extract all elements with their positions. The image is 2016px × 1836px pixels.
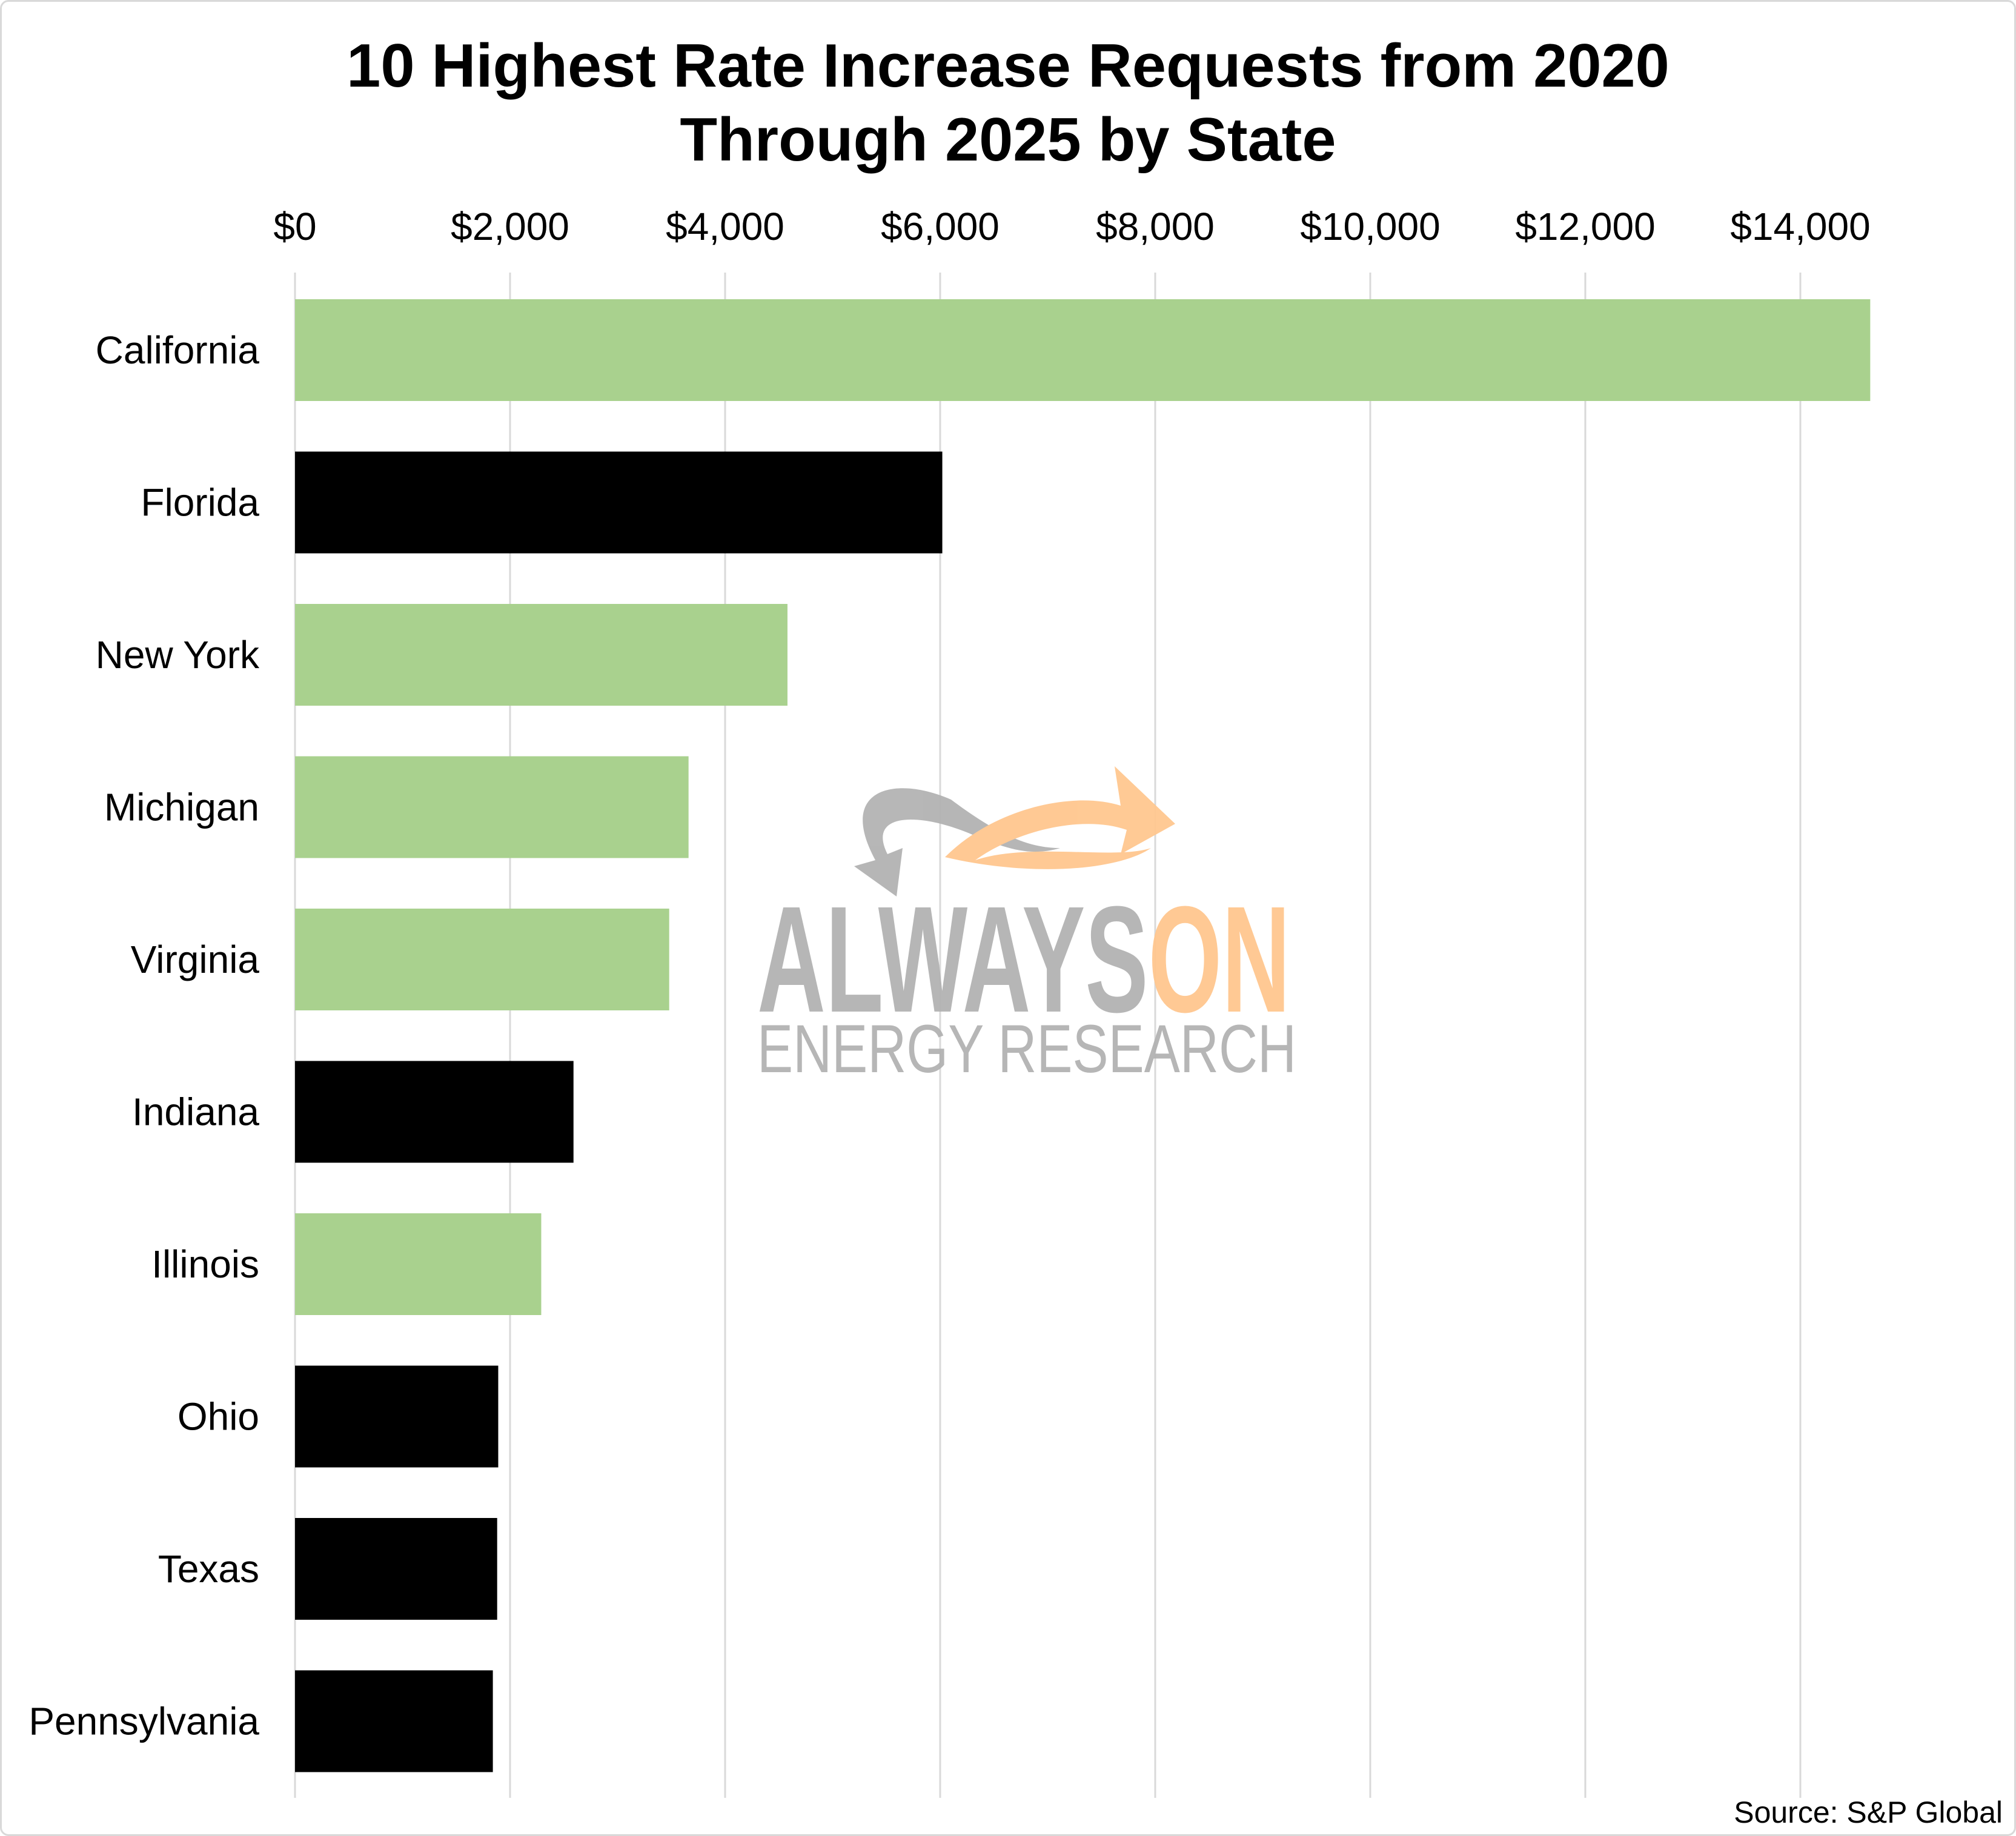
x-tick-label: $4,000: [666, 205, 784, 248]
category-label: Illinois: [151, 1242, 259, 1286]
bar-florida: [295, 451, 943, 554]
bar-michigan: [295, 756, 689, 858]
x-tick-label: $10,000: [1300, 205, 1440, 248]
watermark-main-text: ALWAYSON: [757, 875, 1290, 1044]
watermark-sub-text: ENERGY RESEARCH: [757, 1011, 1296, 1084]
x-tick-label: $2,000: [451, 205, 569, 248]
bar-california: [295, 299, 1871, 401]
category-label: Indiana: [132, 1090, 259, 1134]
category-labels: California Florida New York Michigan Virgini…: [28, 328, 260, 1743]
watermark-gray-arrow: [854, 788, 1060, 896]
category-label: Michigan: [104, 786, 259, 829]
bar-new-york: [295, 604, 788, 706]
category-label: Pennsylvania: [28, 1700, 259, 1743]
x-tick-label: $6,000: [881, 205, 1000, 248]
category-label: Florida: [141, 481, 259, 525]
chart-title-line1: 10 Highest Rate Increase Requests from 2…: [346, 32, 1669, 100]
bar-ohio: [295, 1365, 499, 1468]
bar-texas: [295, 1518, 497, 1620]
bar-pennsylvania: [295, 1670, 493, 1772]
chart-title-line2: Through 2025 by State: [680, 106, 1336, 174]
bar-virginia: [295, 909, 669, 1010]
bars: [295, 299, 1871, 1772]
category-label: New York: [96, 633, 260, 677]
alwayson-watermark-logo: ALWAYSON ENERGY RESEARCH: [757, 766, 1296, 1084]
x-tick-label: $8,000: [1096, 205, 1215, 248]
x-tick-label: $14,000: [1730, 205, 1870, 248]
bar-indiana: [295, 1061, 574, 1163]
category-label: California: [96, 328, 260, 372]
x-tick-label: $12,000: [1515, 205, 1655, 248]
x-tick-label: $0: [273, 205, 316, 248]
chart-title: 10 Highest Rate Increase Requests from 2…: [0, 29, 2016, 177]
x-axis-ticks: $0 $2,000 $4,000 $6,000 $8,000 $10,000 $12,000…: [273, 205, 1870, 248]
category-label: Texas: [158, 1547, 259, 1591]
watermark-orange-arrow: [945, 766, 1175, 869]
source-note: Source: S&P Global: [1734, 1795, 2003, 1829]
category-label: Ohio: [177, 1395, 259, 1439]
category-label: Virginia: [131, 938, 260, 981]
bar-illinois: [295, 1213, 542, 1315]
